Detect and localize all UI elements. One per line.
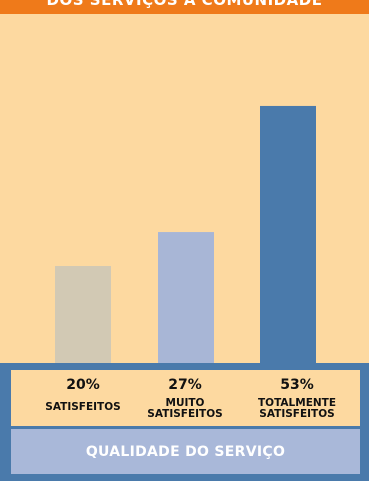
- value-label: 53%: [280, 377, 314, 393]
- category-label-line-2: SATISFEITOS: [259, 408, 335, 420]
- category-label-line-1: TOTALMENTE: [258, 397, 336, 409]
- plot-area: [0, 14, 369, 368]
- x-axis-title: QUALIDADE DO SERVIÇO: [11, 429, 360, 474]
- value-label: 27%: [168, 377, 202, 393]
- chart-footer: 20% SATISFEITOS 27% MUITO SATISFEITOS 53…: [0, 363, 369, 481]
- category-totalmente-satisfeitos: 53% TOTALMENTE SATISFEITOS: [237, 370, 357, 420]
- banner-text: DOS SERVIÇOS À COMUNIDADE: [46, 0, 323, 9]
- category-label-line-2: SATISFEITOS: [147, 408, 223, 420]
- category-muito-satisfeitos: 27% MUITO SATISFEITOS: [135, 370, 235, 420]
- bar-totalmente-satisfeitos: [260, 105, 316, 363]
- category-satisfeitos: 20% SATISFEITOS: [28, 370, 138, 413]
- category-label-line-1: MUITO: [165, 397, 205, 409]
- category-label: SATISFEITOS: [45, 401, 121, 413]
- bar-chart: [55, 105, 316, 363]
- category-labels-panel: 20% SATISFEITOS 27% MUITO SATISFEITOS 53…: [11, 370, 360, 426]
- bar-satisfeitos: [55, 266, 111, 363]
- value-label: 20%: [66, 377, 100, 393]
- top-banner: DOS SERVIÇOS À COMUNIDADE: [0, 0, 369, 14]
- bar-muito-satisfeitos: [158, 232, 214, 363]
